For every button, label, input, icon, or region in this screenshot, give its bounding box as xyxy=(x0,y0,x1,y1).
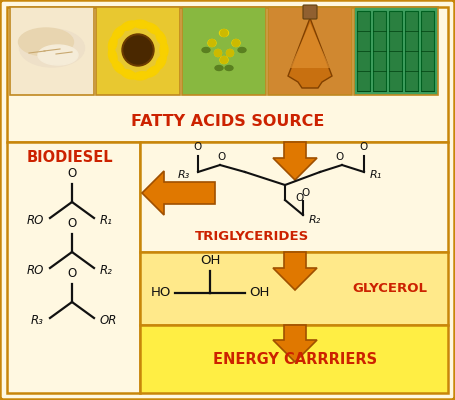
FancyBboxPatch shape xyxy=(303,5,317,19)
Polygon shape xyxy=(290,23,330,68)
Text: ENERGY CARRRIERS: ENERGY CARRRIERS xyxy=(213,352,377,366)
Ellipse shape xyxy=(202,48,210,52)
Text: O: O xyxy=(218,152,226,162)
Ellipse shape xyxy=(219,30,228,36)
Text: R₁: R₁ xyxy=(100,214,113,226)
Text: FATTY ACIDS SOURCE: FATTY ACIDS SOURCE xyxy=(131,114,325,130)
Ellipse shape xyxy=(227,50,233,56)
Circle shape xyxy=(214,50,222,56)
Text: OH: OH xyxy=(249,286,269,300)
FancyBboxPatch shape xyxy=(354,7,438,95)
Ellipse shape xyxy=(156,30,166,45)
Text: R₂: R₂ xyxy=(309,215,321,225)
FancyBboxPatch shape xyxy=(140,325,448,393)
Text: R₃: R₃ xyxy=(178,170,190,180)
Polygon shape xyxy=(273,252,317,290)
Ellipse shape xyxy=(121,70,136,79)
Text: R₂: R₂ xyxy=(100,264,113,276)
Text: O: O xyxy=(67,167,76,180)
Ellipse shape xyxy=(112,61,125,74)
Polygon shape xyxy=(288,18,332,88)
Text: O: O xyxy=(295,193,303,203)
FancyBboxPatch shape xyxy=(421,11,434,91)
Ellipse shape xyxy=(232,40,240,46)
Text: OH: OH xyxy=(200,254,220,267)
Text: RO: RO xyxy=(27,264,44,276)
Text: O: O xyxy=(67,217,76,230)
Text: OR: OR xyxy=(100,314,117,326)
Text: O: O xyxy=(336,152,344,162)
Text: BIODIESEL: BIODIESEL xyxy=(27,150,113,166)
Ellipse shape xyxy=(238,48,246,52)
FancyBboxPatch shape xyxy=(182,7,266,95)
FancyBboxPatch shape xyxy=(389,11,402,91)
Ellipse shape xyxy=(146,23,160,34)
Ellipse shape xyxy=(146,66,160,77)
Text: O: O xyxy=(194,142,202,152)
Ellipse shape xyxy=(220,56,228,64)
Ellipse shape xyxy=(112,26,125,39)
FancyBboxPatch shape xyxy=(357,11,370,91)
Polygon shape xyxy=(142,171,215,215)
Ellipse shape xyxy=(108,36,117,52)
Circle shape xyxy=(227,50,233,56)
FancyBboxPatch shape xyxy=(7,7,448,142)
Polygon shape xyxy=(273,142,317,180)
Ellipse shape xyxy=(214,50,222,56)
Text: TRIGLYCERIDES: TRIGLYCERIDES xyxy=(195,230,309,244)
Text: O: O xyxy=(301,188,309,198)
FancyBboxPatch shape xyxy=(140,252,448,325)
Ellipse shape xyxy=(38,45,78,65)
Ellipse shape xyxy=(133,20,149,28)
Circle shape xyxy=(221,56,228,64)
Text: RO: RO xyxy=(27,214,44,226)
Ellipse shape xyxy=(19,28,74,56)
Ellipse shape xyxy=(160,42,168,58)
Ellipse shape xyxy=(208,40,216,46)
Text: O: O xyxy=(360,142,368,152)
Ellipse shape xyxy=(225,66,233,70)
FancyBboxPatch shape xyxy=(405,11,418,91)
Text: R₁: R₁ xyxy=(370,170,382,180)
FancyBboxPatch shape xyxy=(10,7,94,95)
Ellipse shape xyxy=(133,72,149,80)
FancyBboxPatch shape xyxy=(140,142,448,252)
Circle shape xyxy=(122,34,154,66)
Circle shape xyxy=(124,36,152,64)
FancyBboxPatch shape xyxy=(268,7,352,95)
Ellipse shape xyxy=(108,48,117,64)
Polygon shape xyxy=(273,325,317,362)
Ellipse shape xyxy=(156,55,166,70)
Text: R₃: R₃ xyxy=(31,314,44,326)
FancyBboxPatch shape xyxy=(7,142,140,393)
Ellipse shape xyxy=(20,29,85,67)
Text: O: O xyxy=(67,267,76,280)
FancyBboxPatch shape xyxy=(373,11,386,91)
Circle shape xyxy=(208,40,216,46)
Ellipse shape xyxy=(215,66,223,70)
Circle shape xyxy=(221,30,228,36)
Text: GLYCEROL: GLYCEROL xyxy=(353,282,428,294)
Text: HO: HO xyxy=(151,286,171,300)
Ellipse shape xyxy=(121,21,136,30)
Circle shape xyxy=(233,40,239,46)
FancyBboxPatch shape xyxy=(96,7,180,95)
